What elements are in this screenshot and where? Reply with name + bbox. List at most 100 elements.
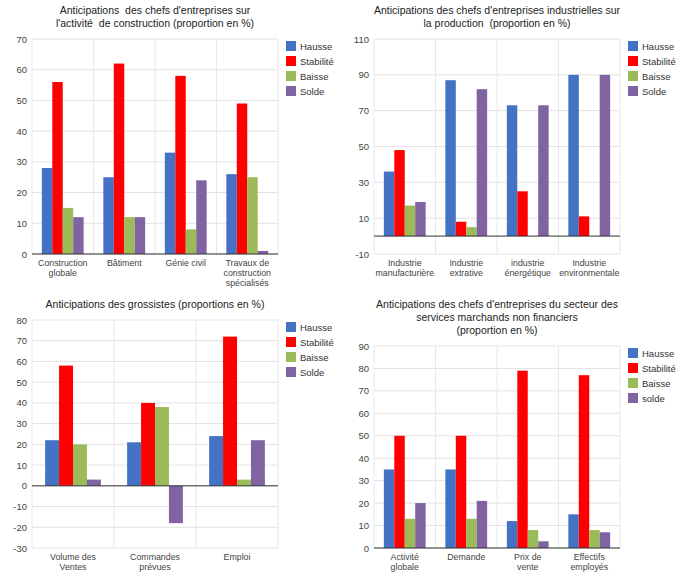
x-tick-line: Volume des: [50, 552, 97, 562]
bar: [73, 217, 83, 254]
x-tick-label: Commandesprévues: [130, 552, 180, 572]
x-tick-line: Construction: [38, 258, 87, 268]
chart-title: Anticipations des grossistes (proportion…: [46, 298, 265, 310]
zero-line: [32, 254, 278, 255]
x-tick-line: Génie civil: [165, 258, 206, 268]
bar: [477, 89, 487, 236]
group-separator: [374, 346, 375, 548]
y-tick-label: 90: [358, 69, 369, 80]
bar: [45, 440, 59, 486]
bar: [600, 532, 610, 548]
grid-line: [32, 506, 278, 507]
bar: [103, 177, 113, 254]
x-tick-line: Activité: [391, 552, 419, 562]
x-tick-line: globale: [391, 562, 419, 572]
bar: [63, 208, 73, 254]
x-tick-label: Prix devente: [514, 552, 541, 572]
x-tick-label: Constructionglobale: [38, 258, 87, 278]
title-line: services marchands non financiers: [416, 311, 578, 323]
x-tick-line: Emploi: [224, 552, 251, 562]
legend-label: Stabilité: [300, 56, 334, 67]
x-tick-line: Industrie: [449, 258, 483, 268]
x-tick-line: Demande: [447, 552, 485, 562]
bar: [42, 168, 52, 254]
panel: Anticipations des grossistes (proportion…: [13, 298, 334, 572]
x-tick-line: employés: [570, 562, 608, 572]
legend-swatch: [628, 86, 638, 96]
bar: [589, 530, 599, 548]
group-separator: [114, 320, 115, 548]
y-tick-label: 80: [358, 363, 369, 374]
bar: [507, 105, 517, 236]
bar: [226, 174, 236, 254]
bar: [507, 521, 517, 548]
bar: [52, 82, 62, 254]
y-tick-label: 50: [16, 95, 27, 106]
x-tick-label: Demande: [447, 552, 485, 562]
y-tick-label: 30: [358, 475, 369, 486]
x-tick-line: construction: [224, 268, 272, 278]
title-line: Anticipations des chefs d'entreprises in…: [374, 4, 620, 16]
bar: [538, 105, 548, 236]
bar: [579, 216, 589, 236]
zero-line: [32, 485, 278, 486]
title-line: Anticipations des grossistes (proportion…: [46, 298, 265, 310]
bar: [247, 177, 257, 254]
zero-line: [374, 236, 620, 237]
title-line: Anticipations des chefs d'entreprises su…: [60, 4, 251, 16]
y-tick-label: 70: [16, 34, 27, 45]
y-tick-label: -10: [355, 249, 369, 260]
bar: [223, 337, 237, 486]
y-tick-label: -20: [13, 522, 27, 533]
legend-swatch: [286, 352, 296, 362]
y-tick-label: 0: [22, 480, 27, 491]
y-tick-label: 20: [16, 439, 27, 450]
legend-swatch: [286, 337, 296, 347]
x-tick-line: globale: [49, 268, 77, 278]
x-tick-label: Travaux deconstructionspécialisés: [224, 258, 272, 288]
y-tick-label: 10: [358, 213, 369, 224]
group-separator: [620, 346, 621, 548]
legend-label: Stabilité: [642, 363, 676, 374]
y-tick-label: 30: [16, 418, 27, 429]
bar: [186, 229, 196, 254]
bar: [466, 227, 476, 236]
y-tick-label: 30: [16, 156, 27, 167]
bar: [114, 64, 124, 254]
group-separator: [558, 39, 559, 254]
x-tick-label: Industrieenvironmentale: [559, 258, 619, 278]
legend-swatch: [628, 56, 638, 66]
background: [0, 0, 684, 588]
bar: [517, 191, 527, 236]
bar: [384, 469, 394, 548]
x-tick-line: industrie: [511, 258, 544, 268]
bar: [568, 514, 578, 548]
bar: [517, 371, 527, 548]
x-tick-line: Bâtiment: [107, 258, 142, 268]
bar: [169, 486, 183, 523]
bar: [394, 150, 404, 236]
bar: [141, 403, 155, 486]
legend-label: Baisse: [300, 71, 329, 82]
x-tick-line: spécialisés: [226, 278, 270, 288]
legend-swatch: [286, 41, 296, 51]
x-tick-label: Emploi: [224, 552, 251, 562]
x-tick-line: extrative: [450, 268, 483, 278]
legend-swatch: [628, 393, 638, 403]
title-line: l'activité de construction (proportion e…: [56, 17, 254, 29]
bars: [42, 64, 268, 254]
panel: Anticipations des chefs d'entreprises du…: [358, 298, 675, 572]
bar: [600, 75, 610, 236]
bar: [165, 153, 175, 254]
group-separator: [374, 39, 375, 254]
bar: [456, 436, 466, 548]
bars: [384, 75, 610, 236]
legend-label: Hausse: [642, 41, 674, 52]
grid-line: [374, 548, 620, 549]
bars: [384, 371, 610, 548]
x-tick-label: Génie civil: [165, 258, 206, 268]
bar: [237, 480, 251, 486]
bar: [415, 503, 425, 548]
group-separator: [435, 39, 436, 254]
legend-swatch: [286, 71, 296, 81]
